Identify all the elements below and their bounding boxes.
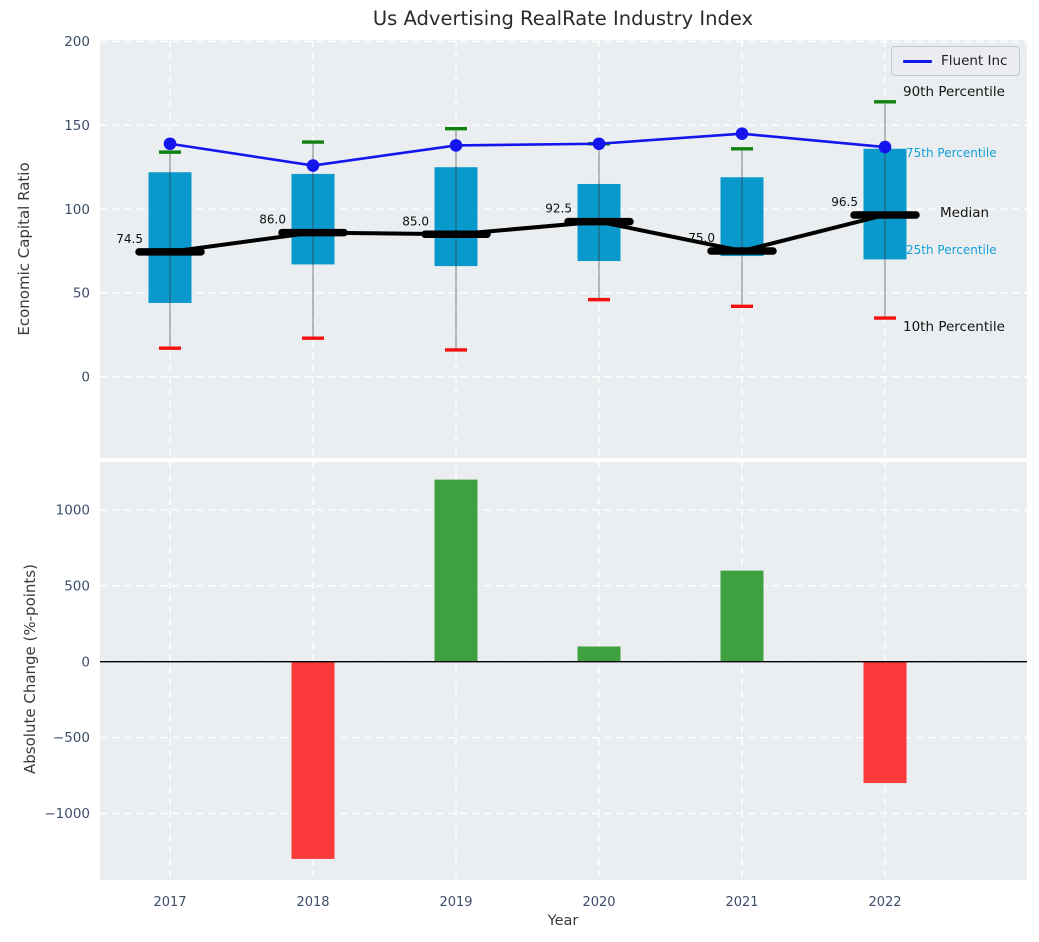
xtick-2017: 2017: [153, 895, 186, 910]
fluent-dot-2022: [878, 140, 892, 154]
fluent-dot-2017: [163, 137, 177, 151]
xtick-2022: 2022: [868, 895, 901, 910]
bar-2021: [720, 570, 764, 662]
annotation-90th-percentile: 90th Percentile: [903, 84, 1005, 100]
bottom-ytick--1000: −1000: [44, 806, 90, 822]
median-value-label-2017: 74.5: [116, 232, 143, 246]
top-ytick-0: 0: [81, 369, 90, 385]
xtick-2018: 2018: [296, 895, 329, 910]
annotation-75th-percentile: 75th Percentile: [906, 146, 997, 160]
xtick-2020: 2020: [582, 895, 615, 910]
fluent-dot-2020: [592, 137, 606, 151]
annotation-median: Median: [940, 205, 990, 221]
fluent-dot-2021: [735, 127, 749, 140]
median-value-label-2022: 96.5: [831, 195, 858, 209]
top-ytick-200: 200: [64, 34, 90, 50]
top-ytick-100: 100: [64, 202, 90, 218]
chart-title: Us Advertising RealRate Industry Index: [372, 7, 754, 30]
legend-label: Fluent Inc: [941, 53, 1008, 69]
median-value-label-2021: 75.0: [688, 231, 715, 245]
bottom-ytick--500: −500: [53, 730, 90, 746]
annotation-10th-percentile: 10th Percentile: [903, 319, 1005, 335]
bottom-ytick-1000: 1000: [56, 503, 90, 519]
fluent-dot-2018: [306, 159, 320, 172]
annotation-25th-percentile: 25th Percentile: [906, 243, 997, 257]
y-axis-label-bottom: Absolute Change (%-points): [21, 564, 39, 774]
top-ytick-50: 50: [73, 286, 90, 302]
median-value-label-2019: 85.0: [402, 214, 429, 228]
legend: Fluent Inc: [891, 46, 1021, 76]
bottom-ytick-0: 0: [81, 654, 90, 670]
bar-2022: [863, 661, 907, 784]
bottom-ytick-500: 500: [64, 579, 90, 595]
bar-2019: [434, 479, 478, 662]
bar-2020: [577, 646, 621, 662]
median-value-label-2018: 86.0: [259, 213, 286, 227]
median-value-label-2020: 92.5: [545, 202, 572, 216]
fluent-line: [169, 132, 886, 167]
y-axis-label-top: Economic Capital Ratio: [15, 162, 33, 336]
xtick-2021: 2021: [725, 895, 758, 910]
x-axis-label: Year: [547, 913, 579, 929]
fluent-dot-2019: [449, 139, 463, 152]
legend-line-swatch: [903, 59, 932, 63]
top-ytick-150: 150: [64, 118, 90, 134]
xtick-2019: 2019: [439, 895, 472, 910]
bar-2018: [291, 661, 335, 859]
